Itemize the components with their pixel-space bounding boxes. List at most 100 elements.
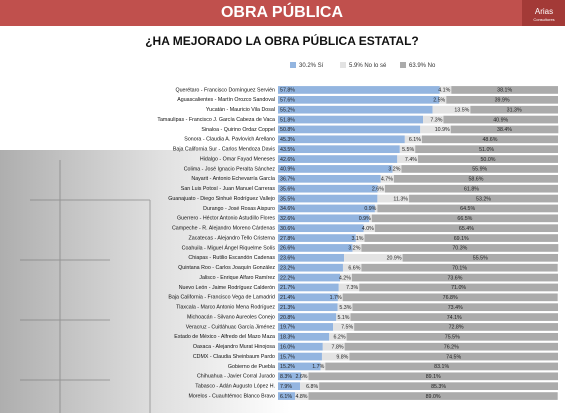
value-label: 1.7% [330,295,342,301]
category-label: Oaxaca - Alejandro Murat Hinojosa [193,344,275,350]
bar-segment [446,95,558,104]
value-label: 15.7% [280,354,295,360]
bar-segment [278,283,339,292]
value-label: 74.1% [447,315,462,321]
bar-segment [349,352,558,361]
value-label: 9.8% [336,354,348,360]
legend-swatch [290,62,296,68]
value-label: 23.2% [280,265,295,271]
bar-segment [320,362,326,371]
bar-segment [278,194,378,203]
bar-segment [354,323,558,331]
photo-backdrop [0,150,290,413]
value-label: 57.8% [280,88,295,94]
bar-segment [399,145,416,154]
value-label: 70.1% [452,265,467,271]
category-label: Tlaxcala - Marco Antonio Mena Rodríguez [176,305,275,311]
category-label: Campeche - R. Alejandro Moreno Cárdenas [172,226,275,232]
value-label: 72.8% [449,325,464,331]
bar-segment [352,303,558,312]
value-label: 30.6% [280,226,295,232]
bar-segment [321,352,350,361]
bar-segment [278,165,393,173]
category-label: Sinaloa - Quirino Ordaz Coppel [201,127,275,133]
bar-segment [377,194,410,203]
bar-segment [278,224,364,233]
bar-segment [418,155,558,163]
value-label: 21.4% [280,295,295,301]
bar-segment [319,382,558,391]
bar-segment [423,115,444,124]
category-label: San Luis Potosí - Juan Manuel Carreras [181,186,276,192]
bar-segment [415,145,558,154]
bar-segment [364,234,558,242]
value-label: 57.6% [280,98,295,104]
value-label: 55.2% [280,107,295,113]
value-label: 75.5% [445,335,460,341]
bar-segment [369,214,372,223]
value-label: 4.7% [381,177,393,183]
category-label: Baja California - Francisco Vega de Lama… [168,295,275,301]
header-band [0,0,565,26]
bar-segment [377,184,385,193]
bar-segment [278,244,353,252]
bar-segment [325,362,558,371]
category-label: Zacatecas - Alejandro Tello Cristerna [189,235,276,241]
value-label: 89.1% [426,374,441,380]
value-label: 3.1% [351,236,363,242]
bar-segment [336,313,351,321]
bar-segment [278,125,421,134]
bar-segment [278,105,433,114]
value-label: 19.7% [280,325,295,331]
category-label: Morelos - Cuauhtémoc Blanco Bravo [188,393,275,399]
bar-segment [384,184,558,193]
bar-segment [401,165,558,173]
value-label: 53.2% [476,196,491,202]
bar-segment [337,303,353,312]
value-label: 27.8% [280,236,295,242]
value-label: 1.7% [312,364,324,370]
bar-segment [397,155,418,163]
value-label: 38.4% [497,127,512,133]
bar-segment [404,135,422,144]
value-label: 26.6% [280,246,295,252]
value-label: 15.2% [280,364,295,370]
value-label: 21.3% [280,305,295,311]
bar-segment [344,342,558,351]
chart-subtitle: ¿HA MEJORADO LA OBRA PÚBLICA ESTATAL? [145,33,419,48]
value-label: 51.8% [280,117,295,123]
value-label: 40.9% [280,167,295,173]
value-label: 55.5% [473,256,488,262]
value-label: 70.3% [452,246,467,252]
bar-segment [342,293,558,302]
value-label: 32.6% [280,216,295,222]
legend-label: 63.9% No [409,63,436,69]
value-label: 10.9% [435,127,450,133]
bar-segment [278,342,323,351]
bar-segment [363,224,375,233]
value-label: 8.3% [280,374,292,380]
value-label: 7.3% [346,285,358,291]
bar-segment [278,95,440,104]
category-label: Veracruz - Cuitláhuac García Jiménez [186,324,276,330]
value-label: 0.9% [364,206,376,212]
category-label: Baja California Sur - Carlos Mendoza Dav… [173,147,276,153]
value-label: 73.4% [448,305,463,311]
bar-segment [278,303,338,312]
legend: 30.2% Sí 5.9% No lo sé 63.9% No [290,62,436,69]
bar-segment [393,174,558,183]
value-label: 83.1% [434,364,449,370]
bar-segment [346,332,558,341]
bar-segment [350,313,558,321]
bar-segment [278,253,345,262]
value-label: 7.5% [341,325,353,331]
category-label: Guerrero - Héctor Antonio Astudillo Flor… [177,216,275,222]
value-label: 61.8% [464,186,479,192]
value-label: 16.0% [280,344,295,350]
plot: Querétaro - Francisco Domínguez Servién 5… [157,86,559,400]
value-label: 89.0% [426,394,441,400]
category-label: Tamaulipas - Francisco J. García Cabeza … [157,117,275,123]
bar-segment [432,105,471,114]
bar-segment [351,273,558,282]
